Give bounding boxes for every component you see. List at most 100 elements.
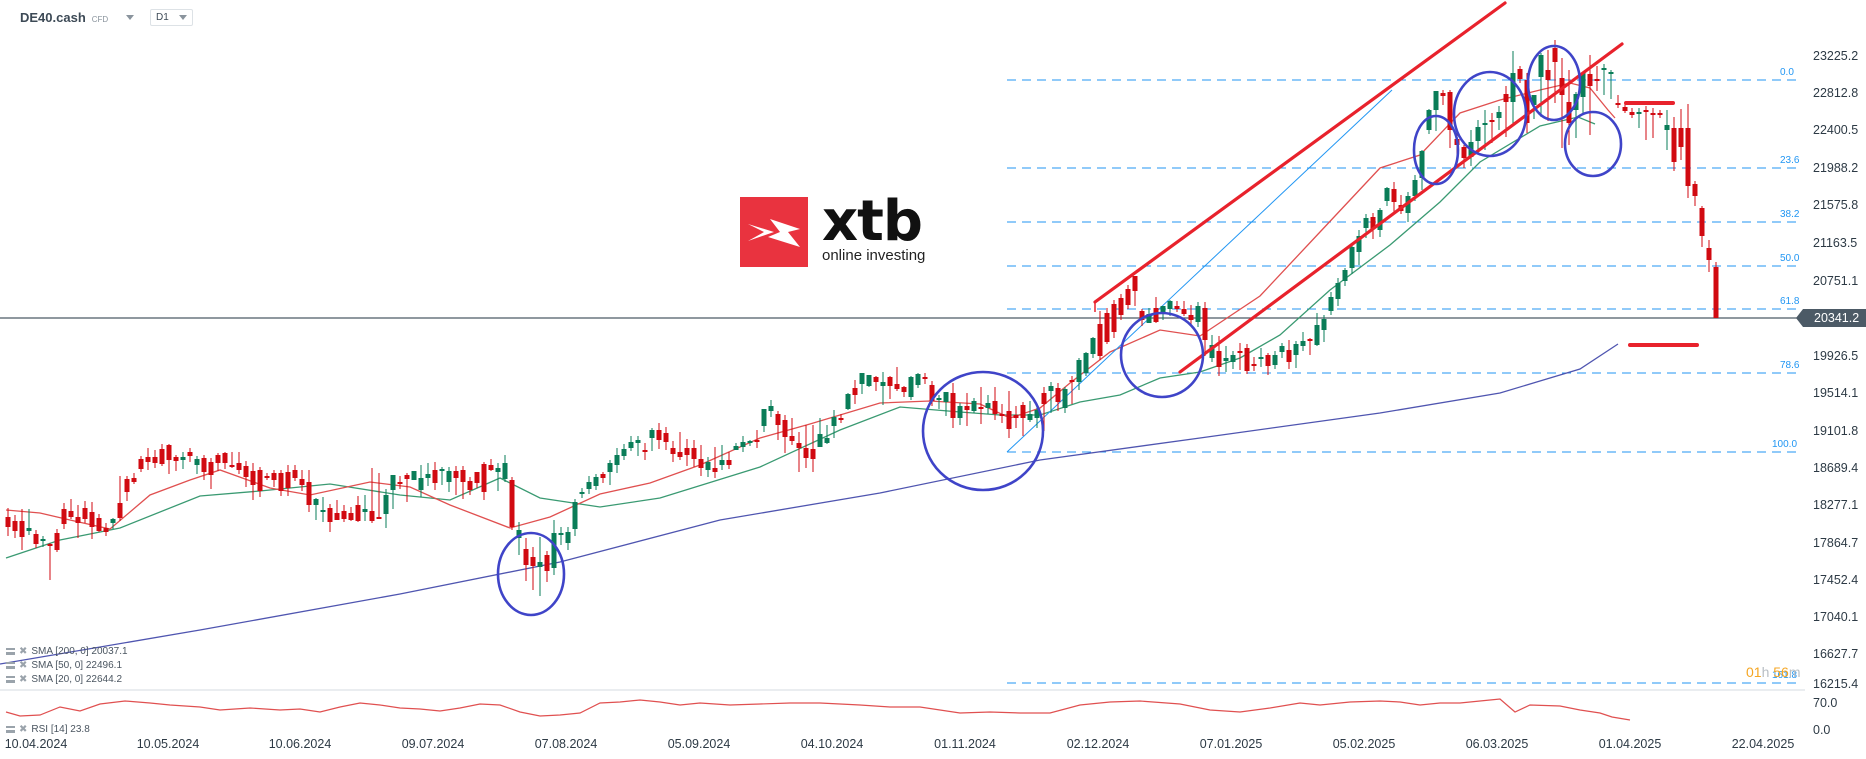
bull-candle bbox=[824, 438, 830, 443]
bear-candle bbox=[978, 407, 984, 409]
bull-candle bbox=[1510, 73, 1516, 102]
bull-candle bbox=[747, 441, 753, 443]
close-icon[interactable]: ✖ bbox=[19, 646, 28, 657]
sma50-line bbox=[5, 116, 1596, 559]
settings-lines-icon[interactable] bbox=[6, 676, 15, 683]
x-brand-icon bbox=[748, 219, 800, 247]
timeframe-select[interactable]: D1 bbox=[150, 9, 193, 26]
bull-candle bbox=[880, 382, 886, 386]
price-tick-label: 20751.1 bbox=[1813, 274, 1859, 288]
bull-candle bbox=[1475, 127, 1481, 141]
bear-candle bbox=[306, 482, 312, 505]
bear-candle bbox=[1181, 309, 1187, 314]
bear-candle bbox=[782, 420, 788, 437]
date-tick-label: 01.11.2024 bbox=[934, 737, 996, 751]
bull-candle bbox=[593, 477, 599, 486]
highlight-circle bbox=[1452, 70, 1528, 158]
close-icon[interactable]: ✖ bbox=[19, 660, 28, 671]
settings-lines-icon[interactable] bbox=[6, 726, 15, 733]
bear-candle bbox=[131, 478, 137, 482]
legend-rsi: ✖ RSI [14] 23.8 bbox=[6, 724, 90, 735]
logo-tagline: online investing bbox=[822, 247, 926, 264]
bear-candle bbox=[523, 549, 529, 565]
price-tick-label: 17040.1 bbox=[1813, 610, 1859, 624]
bull-candle bbox=[439, 469, 445, 471]
bear-candle bbox=[1671, 128, 1677, 162]
timeframe-value: D1 bbox=[156, 12, 169, 23]
bear-candle bbox=[159, 449, 165, 464]
bull-candle bbox=[572, 502, 578, 529]
price-tick-label: 16627.7 bbox=[1813, 647, 1859, 661]
price-tick-label: 17864.7 bbox=[1813, 536, 1859, 550]
bull-candle bbox=[1146, 314, 1152, 323]
bear-candle bbox=[1545, 70, 1551, 80]
bear-candle bbox=[404, 475, 410, 479]
price-tick-label: 22400.5 bbox=[1813, 123, 1859, 137]
bull-candle bbox=[1167, 301, 1173, 309]
bear-candle bbox=[1622, 107, 1628, 111]
bear-candle bbox=[964, 406, 970, 410]
bear-candle bbox=[208, 462, 214, 475]
bear-candle bbox=[789, 436, 795, 441]
bull-candle bbox=[817, 434, 823, 447]
sma20-line bbox=[5, 82, 1616, 530]
bull-candle bbox=[621, 449, 627, 456]
date-tick-label: 09.07.2024 bbox=[401, 737, 465, 751]
bear-candle bbox=[1440, 93, 1446, 96]
bull-candle bbox=[1328, 297, 1334, 311]
highlight-circle bbox=[1563, 110, 1623, 178]
fib-label: 161.8 bbox=[1772, 670, 1798, 681]
bear-candle bbox=[1251, 364, 1257, 366]
bear-candle bbox=[530, 557, 536, 566]
bear-candle bbox=[1153, 308, 1159, 322]
fib-label: 0.0 bbox=[1780, 67, 1794, 78]
bear-candle bbox=[47, 544, 53, 546]
bull-candle bbox=[1230, 355, 1236, 362]
bear-candle bbox=[1020, 405, 1026, 418]
bull-candle bbox=[1209, 345, 1215, 358]
fib-trendline bbox=[1006, 89, 1393, 453]
chevron-down-icon[interactable] bbox=[179, 15, 187, 20]
bull-candle bbox=[705, 462, 711, 470]
bull-candle bbox=[1314, 325, 1320, 345]
bull-candle bbox=[971, 401, 977, 411]
bear-candle bbox=[901, 387, 907, 392]
price-tick-label: 22812.8 bbox=[1813, 86, 1859, 100]
bear-candle bbox=[467, 481, 473, 490]
fib-label: 100.0 bbox=[1772, 439, 1798, 450]
countdown-minutes: 56 bbox=[1773, 664, 1789, 680]
bull-candle bbox=[1356, 236, 1362, 252]
highlight-circle bbox=[921, 370, 1045, 492]
bull-candle bbox=[1538, 55, 1544, 77]
bull-candle bbox=[1482, 123, 1488, 125]
settings-lines-icon[interactable] bbox=[6, 648, 15, 655]
settings-lines-icon[interactable] bbox=[6, 662, 15, 669]
bull-candle bbox=[1321, 319, 1327, 330]
bull-candle bbox=[40, 539, 46, 541]
bear-candle bbox=[1692, 184, 1698, 196]
bear-candle bbox=[796, 443, 802, 448]
bear-candle bbox=[600, 474, 606, 478]
bear-candle bbox=[1699, 208, 1705, 236]
bull-candle bbox=[719, 460, 725, 465]
bear-candle bbox=[138, 459, 144, 469]
date-tick-label: 06.03.2025 bbox=[1465, 737, 1529, 751]
bull-candle bbox=[1293, 344, 1299, 355]
bull-candle bbox=[740, 442, 746, 447]
chevron-down-icon[interactable] bbox=[126, 15, 135, 20]
close-icon[interactable]: ✖ bbox=[19, 674, 28, 685]
close-icon[interactable]: ✖ bbox=[19, 724, 28, 735]
bull-candle bbox=[1419, 151, 1425, 178]
countdown-hours: 01 bbox=[1746, 664, 1762, 680]
bull-candle bbox=[1636, 112, 1642, 114]
bull-candle bbox=[502, 463, 508, 479]
bear-candle bbox=[1706, 248, 1712, 260]
bull-candle bbox=[565, 532, 571, 543]
symbol-selector[interactable]: DE40.cash CFD bbox=[20, 10, 135, 25]
bear-candle bbox=[187, 452, 193, 456]
rsi-line bbox=[5, 698, 1631, 721]
bear-candle bbox=[236, 463, 242, 470]
bear-candle bbox=[1286, 350, 1292, 362]
bull-candle bbox=[1062, 389, 1068, 408]
